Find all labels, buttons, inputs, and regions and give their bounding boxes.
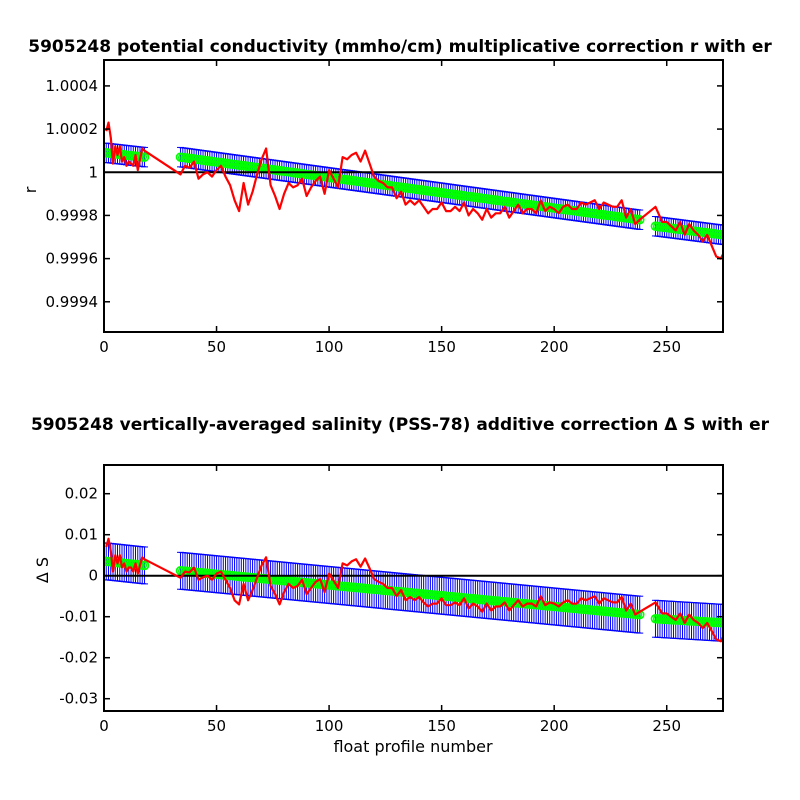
y-tick-label: 0.9996 [46,250,99,268]
y-tick-label: 0 [88,567,98,585]
fit-line [655,617,723,625]
chart-title: 5905248 potential conductivity (mmho/cm)… [28,37,772,57]
y-tick-label: -0.01 [59,608,98,626]
y-tick-label: 0.02 [65,485,98,503]
fit-line [180,155,640,222]
x-tick-label: 150 [427,338,456,356]
x-tick-label: 100 [315,717,344,735]
plot-area [104,537,723,643]
axes: 0 50 100 150 200 250 -0.03 -0.02 -0.01 0 0.01 0.02 [59,464,724,735]
x-tick-label: 150 [427,717,456,735]
y-tick-label: 0.9994 [46,293,99,311]
y-tick-label: 1.0002 [46,120,99,138]
x-tick-label: 0 [99,717,109,735]
y-axis-label: Δ S [33,557,52,583]
y-tick-label: 1.0004 [46,77,99,95]
correction-line [105,121,723,260]
y-tick-label: 0.9998 [46,206,99,224]
salinity-correction-panel: 5905248 vertically-averaged salinity (PS… [31,415,770,756]
y-tick-label: 1 [88,163,98,181]
x-tick-label: 250 [652,338,681,356]
chart-title: 5905248 vertically-averaged salinity (PS… [31,415,770,435]
x-axis-label: float profile number [333,737,493,756]
plot-content [104,121,723,260]
x-tick-label: 0 [99,338,109,356]
plot-area [104,121,723,260]
axes-frame [103,59,724,333]
correction-line [105,537,723,643]
axes: 0 50 100 150 200 250 0.9994 0.9996 0.9998 1 1.0002… [46,59,724,356]
x-tick-label: 100 [315,338,344,356]
x-tick-label: 50 [207,717,226,735]
x-tick-label: 50 [207,338,226,356]
conductivity-correction-panel: 5905248 potential conductivity (mmho/cm)… [21,37,772,356]
y-axis-label: r [21,186,40,193]
y-tick-label: -0.02 [59,649,98,667]
y-tick-label: -0.03 [59,690,98,708]
x-tick-label: 200 [540,717,569,735]
x-tick-label: 250 [652,717,681,735]
plot-content [104,537,723,643]
axes-frame [103,464,724,712]
y-tick-label: 0.01 [65,526,98,544]
x-tick-label: 200 [540,338,569,356]
fit-line [655,224,723,237]
